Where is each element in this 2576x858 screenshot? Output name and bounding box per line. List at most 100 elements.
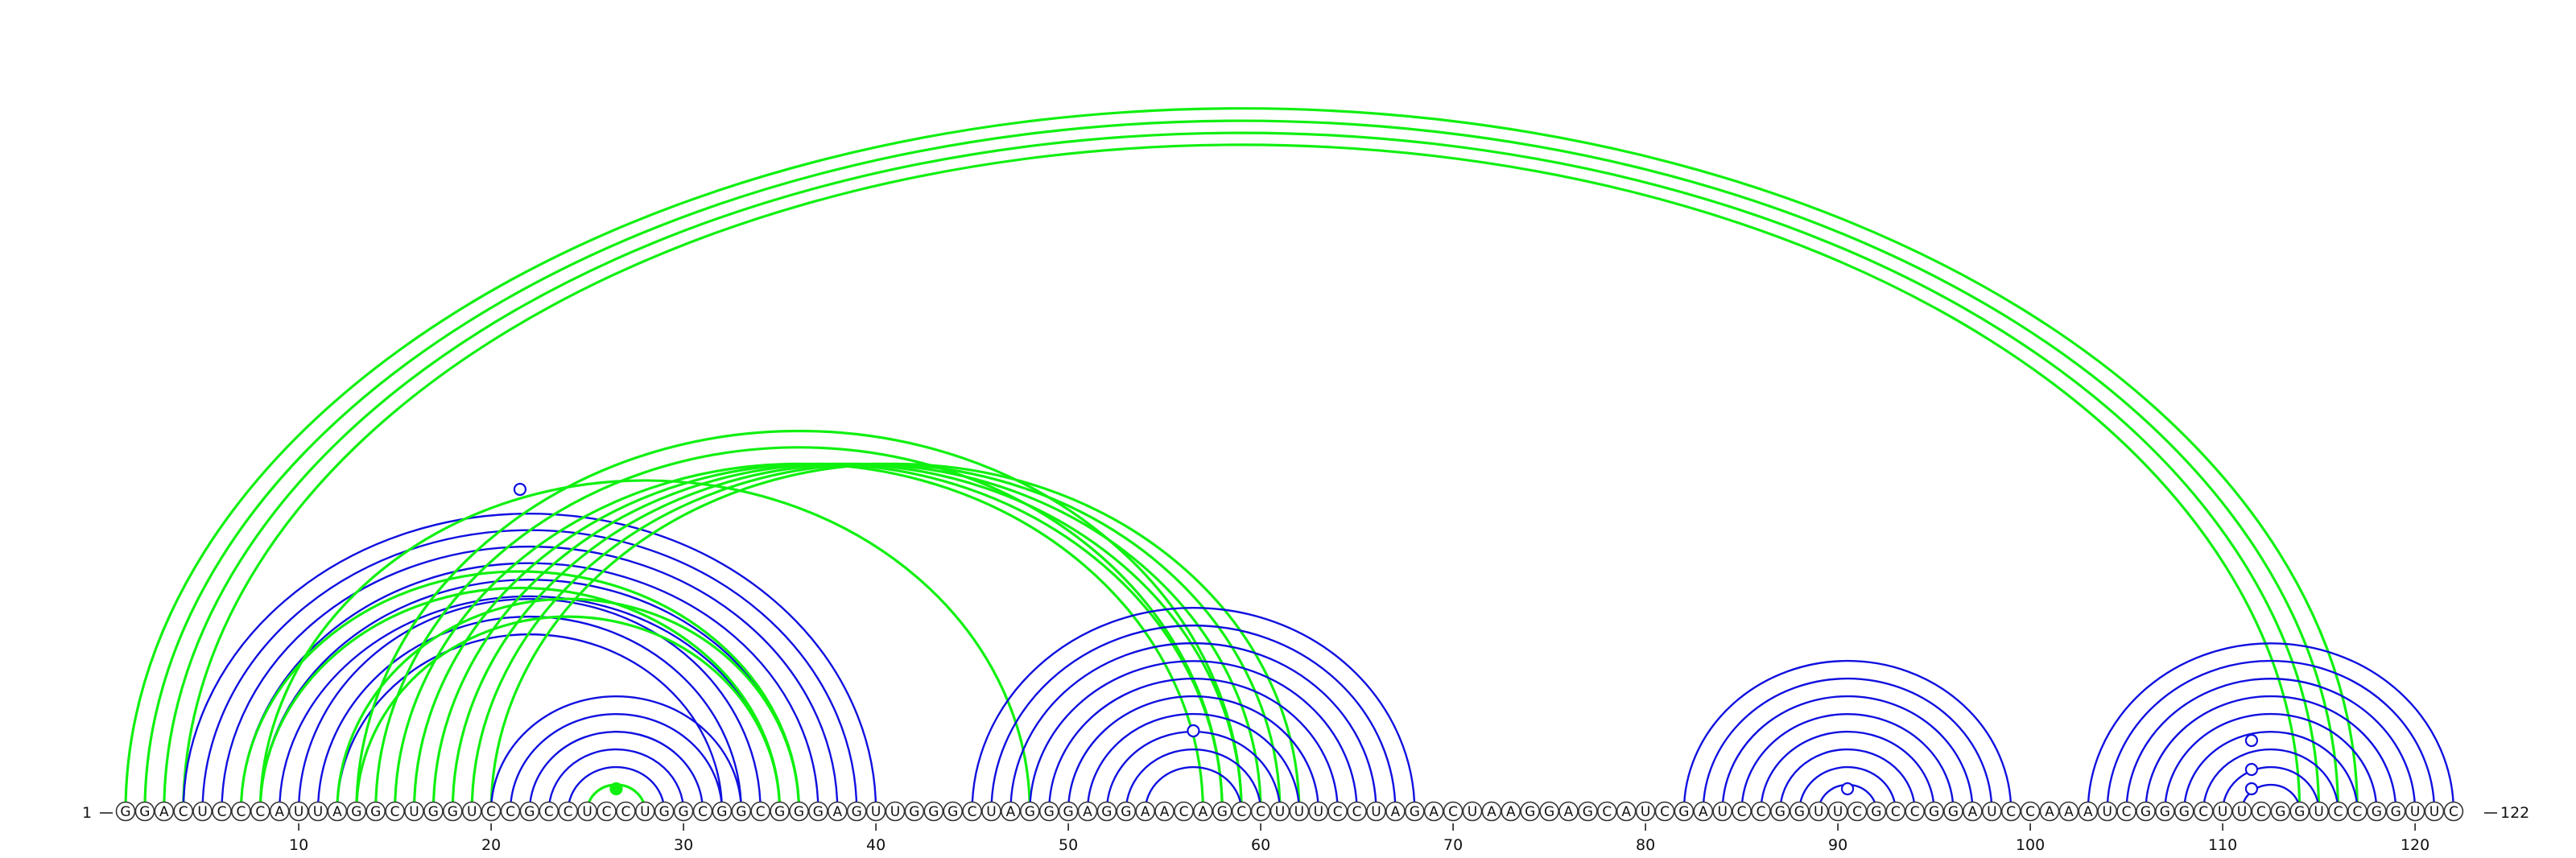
arc-blue-helix-4-88-93 (1798, 765, 1897, 812)
nucleotide-circle (1174, 801, 1194, 822)
nucleotide-letter: G (351, 804, 361, 820)
nucleotide: U (1289, 801, 1310, 822)
nucleotide: G (1096, 801, 1117, 822)
marker-blue-111a (2244, 782, 2259, 796)
nucleotide-letter: U (1314, 804, 1323, 820)
nucleotide-letter: C (506, 804, 515, 820)
nucleotide: A (1501, 801, 1521, 822)
nucleotide-circle (1982, 801, 2002, 822)
nucleotide: C (1250, 801, 1271, 822)
nucleotide-circle (2270, 801, 2291, 822)
nucleotide-letter: G (139, 804, 150, 820)
nucleotide-letter: G (2140, 804, 2151, 820)
nucleotide-letter: G (1871, 804, 1881, 820)
nucleotide: U (2097, 801, 2117, 822)
nucleotide-circle (634, 801, 655, 822)
nucleotide: G (1924, 801, 1944, 822)
nucleotide: U (404, 801, 424, 822)
nucleotide-letter: U (1814, 804, 1823, 820)
nucleotide-circle (597, 801, 617, 822)
nucleotide-circle (2289, 801, 2310, 822)
nucleotide-letter: U (1275, 804, 1285, 820)
nucleotide-letter: C (1333, 804, 1343, 820)
nucleotide-circle (269, 801, 290, 822)
nucleotide-letter: G (2179, 804, 2190, 820)
nucleotide: G (1539, 801, 1559, 822)
nucleotide: U (2309, 801, 2329, 822)
nucleotide-letter: G (1775, 804, 1785, 820)
nucleotide-letter: U (2237, 804, 2247, 820)
nucleotide-circle (1347, 801, 1367, 822)
arc-blue-helix-5-104-121 (2106, 659, 2436, 812)
marker-blue-56 (1187, 724, 1200, 738)
nucleotide-letter: G (1583, 804, 1593, 820)
nucleotide: C (1847, 801, 1868, 822)
nucleotide: G (519, 801, 540, 822)
axis-label-80: 80 (1636, 836, 1655, 854)
nucleotide: A (154, 801, 175, 822)
nucleotide: U (2405, 801, 2425, 822)
arc-green-helix-a-13-35 (355, 615, 782, 812)
nucleotide: U (192, 801, 213, 822)
nucleotide-circle (327, 801, 348, 822)
nucleotide-letter: G (1121, 804, 1131, 820)
arc-green-long-pseudoknot-1-117 (124, 107, 2359, 812)
arc-green-pseudoknot-mid-13-59 (355, 429, 1243, 812)
arc-blue-hairpin-2-24-29 (567, 765, 666, 812)
arc-blue-helix-5-103-122 (2087, 641, 2455, 812)
nucleotide-letter: A (1429, 804, 1439, 820)
nucleotide: G (442, 801, 463, 822)
nucleotide-circle (1885, 801, 1906, 822)
nucleotide: C (539, 801, 559, 822)
nucleotide-circle (1289, 801, 1310, 822)
nucleotide: U (288, 801, 309, 822)
nucleotide-letter: G (659, 804, 670, 820)
nucleotide-circle (962, 801, 982, 822)
nucleotide-circle (1847, 801, 1868, 822)
nucleotide-circle (1751, 801, 1771, 822)
nucleotide-circle (404, 801, 424, 822)
axis-label-90: 90 (1828, 836, 1847, 854)
nucleotide-circle (173, 801, 193, 822)
nucleotide-letter: G (1410, 804, 1420, 820)
arc-blue-helix-3-49-64 (1048, 677, 1339, 812)
arc-blue-helix-3-48-65 (1029, 659, 1358, 812)
arc-blue-helix-3-50-63 (1067, 695, 1319, 812)
nucleotide: G (923, 801, 944, 822)
nucleotide-letter: G (428, 804, 439, 820)
nucleotide-letter: G (524, 804, 535, 820)
nucleotide: G (2136, 801, 2156, 822)
arc-blue-helix-4-86-95 (1760, 730, 1935, 812)
nucleotide-circle (943, 801, 963, 822)
axis-label-70: 70 (1443, 836, 1463, 854)
nucleotide: U (1982, 801, 2002, 822)
arc-blue-helix-3-47-66 (1009, 641, 1377, 812)
nucleotide-circle (346, 801, 367, 822)
nucleotide-letter: U (294, 804, 303, 820)
arc-green-long-pseudoknot-3-115 (163, 131, 2321, 812)
nucleotide: G (1790, 801, 1810, 822)
nucleotide-letter: U (890, 804, 900, 820)
nucleotide-circle (2309, 801, 2329, 822)
nucleotide-circle (308, 801, 328, 822)
nucleotide: C (481, 801, 502, 822)
nucleotide-letter: C (236, 804, 246, 820)
nucleotide-letter: U (2410, 804, 2420, 820)
axis-label-120: 120 (2401, 836, 2429, 854)
nucleotide-circle (2231, 801, 2252, 822)
arc-blue-helix-1-6-38 (221, 545, 839, 812)
nucleotide-circle (558, 801, 579, 822)
nucleotide: G (365, 801, 386, 822)
axis-layer: 10 20 30 40 50 60 70 80 90 100 110 120 (289, 823, 2429, 854)
nucleotide-circle (2328, 801, 2348, 822)
nucleotide-circle (442, 801, 463, 822)
nucleotide-letter: A (1621, 804, 1631, 820)
nucleotide-circle (1193, 801, 1213, 822)
nucleotide: C (1654, 801, 1675, 822)
nucleotide-circle (712, 801, 733, 822)
arc-green-pseudoknot-mid-20-62 (489, 462, 1301, 812)
nucleotide-letter: U (640, 804, 650, 820)
arc-green-helix-a-7-36 (239, 570, 801, 812)
nucleotide: C (1905, 801, 1925, 822)
arc-blue-helix-5-109-116 (2202, 748, 2339, 812)
